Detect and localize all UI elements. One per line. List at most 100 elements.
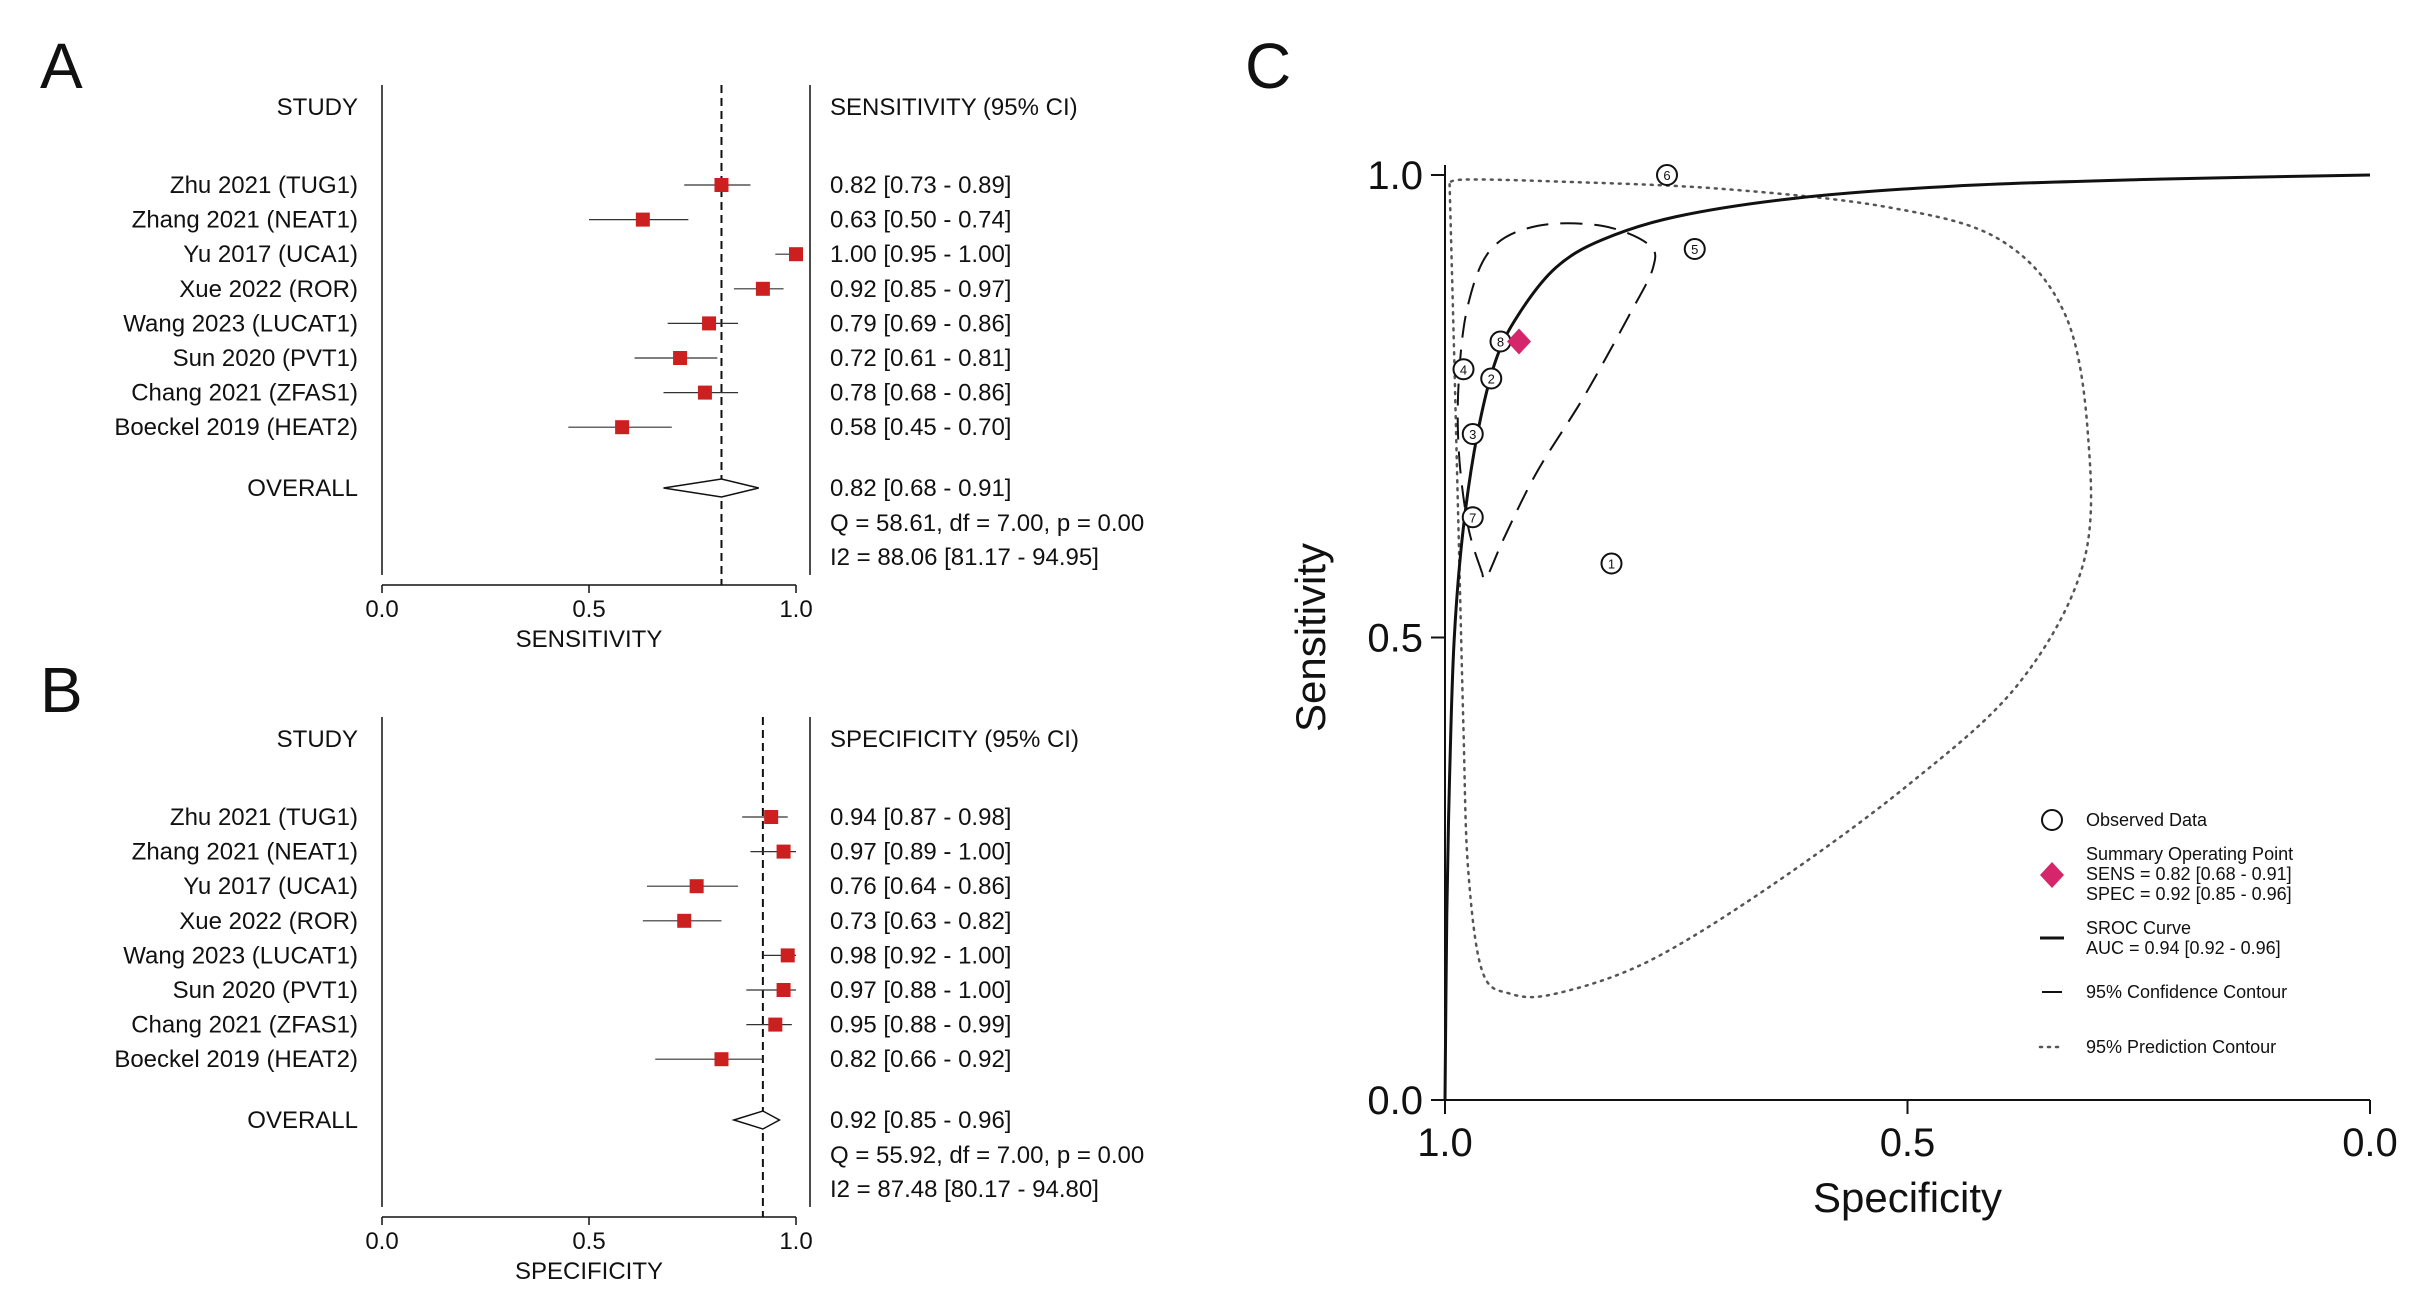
point-estimate: [714, 178, 729, 192]
heterogeneity-stat: Q = 55.92, df = 7.00, p = 0.00: [830, 1142, 1144, 1169]
heterogeneity-stat: Q = 58.61, df = 7.00, p = 0.00: [830, 510, 1144, 537]
ci-value: 0.76 [0.64 - 0.86]: [830, 873, 1011, 900]
x-tick-label: 0.5: [1880, 1121, 1936, 1165]
overall-ci: 0.82 [0.68 - 0.91]: [830, 475, 1011, 502]
legend-spec-label: SPEC = 0.92 [0.85 - 0.96]: [2086, 884, 2292, 904]
sroc-curve: [1443, 173, 2371, 1101]
point-estimate: [673, 351, 688, 365]
ci-value: 0.73 [0.63 - 0.82]: [830, 908, 1011, 935]
prediction-contour: [1448, 178, 2093, 999]
ci-value: 0.92 [0.85 - 0.97]: [830, 276, 1011, 303]
heterogeneity-stat: I2 = 88.06 [81.17 - 94.95]: [830, 544, 1099, 571]
study-name: Xue 2022 (ROR): [179, 276, 358, 303]
study-name: Chang 2021 (ZFAS1): [131, 1012, 358, 1039]
x-tick-label: 0.5: [572, 1228, 605, 1255]
study-name: Boeckel 2019 (HEAT2): [114, 414, 358, 441]
study-name: Wang 2023 (LUCAT1): [123, 310, 358, 337]
observed-point-label: 2: [1488, 372, 1495, 387]
observed-point-label: 3: [1469, 427, 1476, 442]
heterogeneity-stat: I2 = 87.48 [80.17 - 94.80]: [830, 1176, 1099, 1203]
panel-letter-c: C: [1245, 30, 1291, 102]
y-tick-label: 1.0: [1367, 154, 1423, 198]
y-axis-title: Sensitivity: [1287, 543, 1334, 732]
legend-sroc-label: SROC Curve: [2086, 918, 2191, 938]
ci-header: SENSITIVITY (95% CI): [830, 94, 1078, 121]
point-estimate: [714, 1052, 729, 1067]
study-name: Zhang 2021 (NEAT1): [132, 839, 358, 866]
x-axis-title: SPECIFICITY: [515, 1258, 663, 1285]
confidence-contour: [1456, 222, 1657, 581]
point-estimate: [689, 879, 704, 894]
point-estimate: [789, 247, 803, 262]
study-name: Zhang 2021 (NEAT1): [132, 207, 358, 234]
ci-value: 0.82 [0.73 - 0.89]: [830, 172, 1011, 199]
study-name: Zhu 2021 (TUG1): [170, 804, 358, 831]
overall-diamond: [663, 478, 759, 498]
legend-conf-label: 95% Confidence Contour: [2086, 982, 2287, 1002]
overall-diamond: [731, 1110, 782, 1130]
point-estimate: [635, 212, 650, 227]
observed-point-label: 1: [1608, 557, 1615, 572]
study-name: Zhu 2021 (TUG1): [170, 172, 358, 199]
point-estimate: [615, 420, 630, 435]
x-tick-label: 0.0: [365, 596, 398, 623]
ci-value: 0.94 [0.87 - 0.98]: [830, 804, 1011, 831]
point-estimate: [677, 913, 692, 928]
study-name: Xue 2022 (ROR): [179, 908, 358, 935]
summary-operating-point: [1507, 328, 1531, 355]
sroc-plot: 0.0 0.5 1.0 1.0 0.5 0.0 Specificity Sensitivity…: [1287, 154, 2398, 1221]
legend-summary-symbol: [2040, 862, 2064, 888]
overall-label: OVERALL: [247, 1107, 358, 1134]
y-tick-label: 0.0: [1367, 1079, 1423, 1123]
point-estimate: [768, 1017, 783, 1032]
study-name: Sun 2020 (PVT1): [173, 977, 358, 1004]
legend-summary-label: Summary Operating Point: [2086, 844, 2293, 864]
overall-label: OVERALL: [247, 475, 358, 502]
point-estimate: [755, 281, 770, 296]
forest-plot-specificity: STUDY SPECIFICITY (95% CI) 0.0 0.5 1.0 SPECIF…: [114, 717, 1144, 1285]
ci-value: 0.63 [0.50 - 0.74]: [830, 207, 1011, 234]
study-name: Yu 2017 (UCA1): [183, 241, 358, 268]
observed-point: [1452, 358, 1475, 381]
study-name: Chang 2021 (ZFAS1): [131, 380, 358, 407]
point-estimate: [697, 385, 712, 400]
point-estimate: [702, 316, 717, 331]
study-name: Wang 2023 (LUCAT1): [123, 942, 358, 969]
study-header: STUDY: [277, 726, 358, 753]
point-estimate: [776, 983, 791, 997]
ci-value: 0.98 [0.92 - 1.00]: [830, 942, 1011, 969]
x-tick-label: 0.0: [2342, 1121, 2398, 1165]
y-tick-label: 0.5: [1367, 617, 1423, 661]
observed-point: [1480, 367, 1503, 390]
ci-value: 0.58 [0.45 - 0.70]: [830, 414, 1011, 441]
legend-sens-label: SENS = 0.82 [0.68 - 0.91]: [2086, 864, 2292, 884]
observed-point: [1461, 423, 1484, 445]
observed-point-label: 6: [1663, 168, 1670, 183]
observed-point-label: 7: [1469, 510, 1476, 525]
panel-letter-b: B: [40, 654, 83, 726]
ci-value: 0.82 [0.66 - 0.92]: [830, 1046, 1011, 1073]
ci-value: 0.78 [0.68 - 0.86]: [830, 380, 1011, 407]
panel-letter-a: A: [40, 30, 83, 102]
observed-point-label: 8: [1497, 335, 1504, 350]
observed-point: [1461, 506, 1484, 529]
forest-plot-sensitivity: STUDY SENSITIVITY (95% CI) 0.0 0.5 1.0 SENSIT…: [114, 85, 1144, 653]
x-tick-label: 0.5: [572, 596, 605, 623]
study-name: Yu 2017 (UCA1): [183, 873, 358, 900]
x-tick-label: 1.0: [779, 1228, 812, 1255]
x-tick-label: 1.0: [1417, 1121, 1473, 1165]
ci-value: 0.79 [0.69 - 0.86]: [830, 310, 1011, 337]
point-estimate: [780, 948, 795, 963]
legend-observed-symbol: [2041, 809, 2063, 831]
point-estimate: [776, 844, 791, 859]
study-name: Sun 2020 (PVT1): [173, 345, 358, 372]
x-tick-label: 0.0: [365, 1228, 398, 1255]
observed-point: [1600, 552, 1623, 575]
study-header: STUDY: [277, 94, 358, 121]
x-tick-label: 1.0: [779, 596, 812, 623]
x-axis-title: Specificity: [1813, 1174, 2002, 1221]
observed-point: [1656, 164, 1678, 186]
x-axis-title: SENSITIVITY: [516, 626, 663, 653]
observed-point: [1683, 238, 1706, 260]
